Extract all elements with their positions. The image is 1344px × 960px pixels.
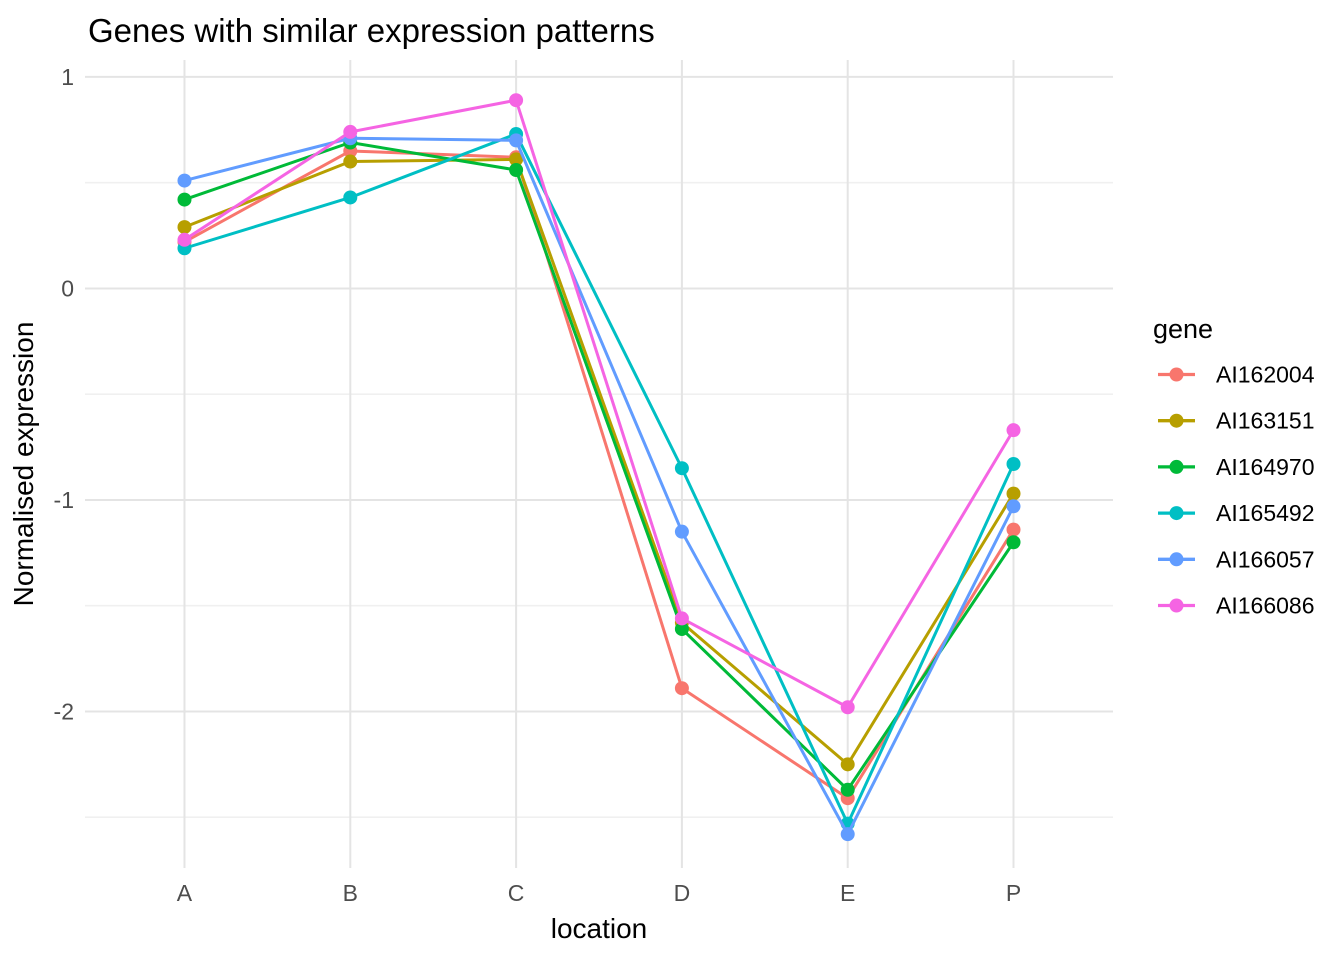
legend-label: AI163151	[1216, 408, 1314, 434]
x-tick-label: C	[508, 880, 525, 906]
data-point-AI166086-D	[674, 611, 689, 626]
legend-key-dot	[1169, 459, 1184, 474]
series-line-AI166086	[182, 98, 1016, 709]
data-point-AI166086-E	[840, 700, 855, 715]
series-group	[177, 93, 1021, 842]
legend-title: gene	[1153, 314, 1213, 344]
data-point-AI163151-C	[509, 152, 524, 167]
data-point-AI162004-D	[674, 681, 689, 696]
legend-item-AI166086: AI166086	[1158, 593, 1314, 619]
legend-items: AI162004 AI163151 AI164970 AI165492 AI166057…	[1158, 362, 1315, 619]
series-AI163151	[177, 152, 1021, 772]
legend-key-dot	[1169, 367, 1184, 382]
data-point-AI166086-C	[509, 93, 524, 108]
data-point-AI166057-P	[1006, 499, 1021, 514]
data-point-AI163151-B	[343, 154, 358, 169]
x-axis-title: location	[551, 913, 648, 944]
x-tick-label: D	[674, 880, 691, 906]
legend-label: AI166057	[1216, 546, 1314, 572]
minor-gridlines	[85, 181, 1113, 819]
chart-title: Genes with similar expression patterns	[88, 12, 655, 49]
legend-item-AI163151: AI163151	[1158, 408, 1314, 434]
y-axis-tick-labels: 1 0 -1 -2	[54, 64, 74, 725]
series-line-AI166057	[182, 136, 1016, 836]
data-point-AI165492-P	[1006, 457, 1021, 471]
series-AI166057	[177, 131, 1021, 842]
series-AI166086	[177, 93, 1021, 715]
series-line-AI165492	[182, 132, 1016, 826]
data-point-AI165492-D	[674, 461, 689, 476]
data-point-AI166057-E	[840, 827, 855, 842]
legend: gene AI162004AI163151AI164970AI165492AI1…	[1153, 314, 1315, 619]
series-AI162004	[177, 143, 1021, 806]
legend-label: AI164970	[1216, 454, 1314, 480]
x-tick-label: P	[1006, 880, 1021, 906]
data-point-AI163151-E	[840, 757, 855, 772]
data-point-AI166057-A	[177, 173, 192, 188]
legend-key-dot	[1169, 413, 1184, 428]
y-tick-label: -2	[54, 698, 74, 724]
legend-label: AI165492	[1216, 500, 1314, 526]
data-point-AI164970-C	[509, 162, 524, 177]
legend-item-AI165492: AI165492	[1158, 500, 1314, 526]
data-point-AI166086-A	[177, 232, 192, 247]
data-point-AI163151-P	[1006, 486, 1021, 501]
x-tick-label: A	[177, 880, 193, 906]
data-point-AI164970-D	[674, 621, 689, 636]
data-point-AI166086-P	[1006, 423, 1021, 438]
legend-item-AI162004: AI162004	[1158, 362, 1315, 388]
data-point-AI165492-B	[343, 190, 358, 205]
x-tick-label: E	[840, 880, 855, 906]
data-point-AI166057-C	[509, 133, 524, 148]
y-tick-label: 0	[61, 275, 74, 301]
data-point-AI164970-A	[177, 192, 192, 207]
data-point-AI164970-E	[840, 782, 855, 797]
data-point-AI162004-P	[1006, 522, 1021, 537]
y-axis-title: Normalised expression	[8, 322, 39, 607]
data-point-AI164970-P	[1006, 535, 1021, 550]
legend-key-dot	[1169, 506, 1184, 521]
legend-key-dot	[1169, 552, 1184, 567]
data-point-AI163151-A	[177, 220, 192, 235]
legend-label: AI162004	[1216, 362, 1315, 388]
series-AI164970	[177, 135, 1021, 797]
legend-item-AI164970: AI164970	[1158, 454, 1314, 480]
series-line-AI163151	[182, 157, 1016, 766]
legend-item-AI166057: AI166057	[1158, 546, 1314, 572]
legend-label: AI166086	[1216, 593, 1314, 619]
data-point-AI166086-B	[343, 124, 358, 139]
series-AI165492	[177, 127, 1021, 831]
x-tick-label: B	[343, 880, 358, 906]
y-tick-label: 1	[61, 64, 74, 90]
data-point-AI166057-D	[674, 524, 689, 539]
legend-key-dot	[1169, 598, 1184, 613]
series-line-AI162004	[182, 149, 1016, 800]
series-line-AI164970	[182, 140, 1016, 792]
y-tick-label: -1	[54, 487, 74, 513]
